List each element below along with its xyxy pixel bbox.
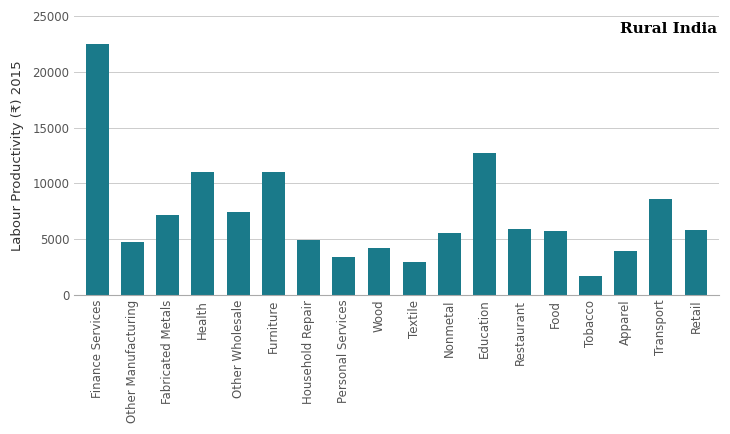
- Text: Rural India: Rural India: [620, 22, 718, 36]
- Bar: [156, 214, 179, 295]
- Bar: [85, 44, 109, 295]
- Bar: [403, 263, 426, 295]
- Bar: [508, 229, 531, 295]
- Bar: [685, 230, 707, 295]
- Bar: [121, 242, 144, 295]
- Bar: [579, 276, 602, 295]
- Bar: [191, 172, 215, 295]
- Bar: [367, 248, 391, 295]
- Bar: [473, 153, 496, 295]
- Bar: [332, 257, 356, 295]
- Bar: [649, 199, 672, 295]
- Bar: [614, 251, 637, 295]
- Bar: [262, 172, 285, 295]
- Y-axis label: Labour Productivity (₹) 2015: Labour Productivity (₹) 2015: [11, 60, 24, 251]
- Bar: [226, 212, 250, 295]
- Bar: [297, 240, 320, 295]
- Bar: [544, 231, 566, 295]
- Bar: [438, 233, 461, 295]
